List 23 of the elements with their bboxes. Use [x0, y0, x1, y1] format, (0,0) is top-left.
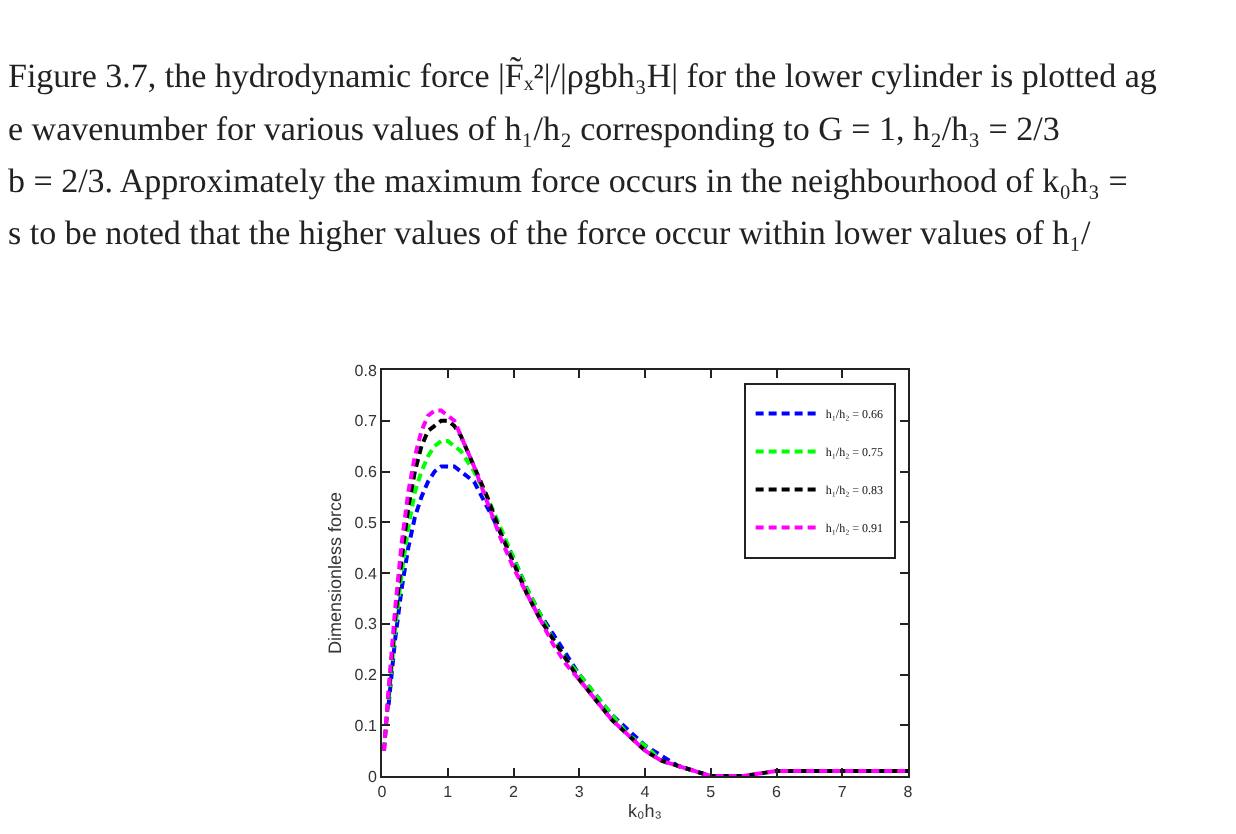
x-tick-label: 4 — [640, 783, 651, 802]
x-tick-label: 5 — [706, 783, 717, 802]
x-tick-label: 2 — [509, 783, 520, 802]
x-tick-label: 7 — [837, 783, 848, 802]
text: s to be noted that the higher values of the force occur within lower values of h₁/ — [8, 214, 1092, 252]
x-axis-title: k₀h₃ — [628, 801, 663, 822]
y-tick-label: 0.2 — [354, 666, 378, 685]
y-tick-label: 0.8 — [354, 361, 378, 380]
x-tick-label: 3 — [574, 783, 585, 802]
y-tick-label: 0.1 — [354, 716, 378, 735]
y-axis-title: Dimensionless force — [325, 491, 346, 655]
y-tick-label: 0 — [367, 767, 378, 786]
caption: Figure 3.7, the hydrodynamic force |F̃ₓ²|/|ρgbh₃H| for the lower cylinder is plotted ag — [8, 56, 1158, 95]
y-tick-label: 0.4 — [354, 564, 378, 583]
x-tick-label: 1 — [443, 783, 454, 802]
text: e wavenumber for various values of h₁/h₂ corresponding to G = 1, h₂/h₃ = 2/3 — [8, 110, 1060, 148]
y-tick-label: 0.3 — [354, 615, 378, 634]
y-tick-label: 0.7 — [354, 412, 378, 431]
x-tick-label: 8 — [903, 783, 914, 802]
y-tick-label: 0.6 — [354, 463, 378, 482]
text: b = 2/3. Approximately the maximum force occurs in the neighbourhood of k₀h₃ = — [8, 162, 1128, 200]
y-tick-label: 0.5 — [354, 513, 378, 532]
x-tick-label: 6 — [772, 783, 783, 802]
